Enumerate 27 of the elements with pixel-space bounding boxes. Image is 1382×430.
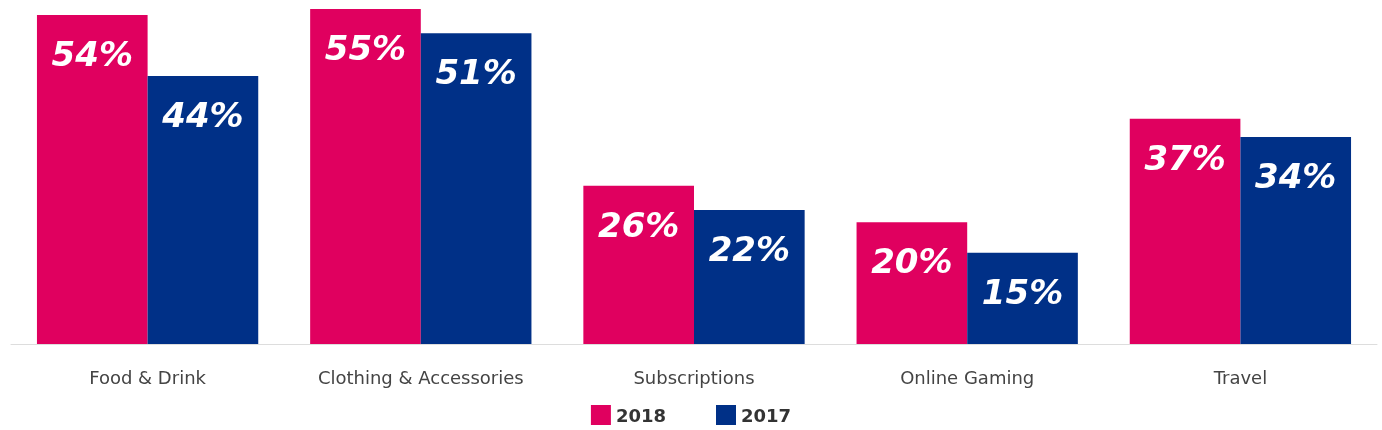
data-label: 26% bbox=[597, 204, 680, 245]
data-label: 54% bbox=[51, 34, 133, 75]
bar bbox=[147, 76, 259, 344]
x-tick-label: Food & Drink bbox=[89, 366, 207, 388]
bar bbox=[420, 33, 532, 344]
data-label: 15% bbox=[981, 271, 1064, 312]
data-label: 34% bbox=[1255, 155, 1337, 196]
data-label: 55% bbox=[324, 28, 407, 68]
x-tick-label: Subscriptions bbox=[633, 366, 755, 388]
bar bbox=[310, 9, 421, 344]
data-label: 22% bbox=[708, 229, 791, 269]
x-tick-label: Clothing & Accessories bbox=[317, 366, 524, 388]
data-label: 20% bbox=[871, 241, 953, 282]
data-label: 51% bbox=[435, 52, 517, 93]
legend-label: 2018 bbox=[615, 404, 667, 426]
data-label: 37% bbox=[1144, 137, 1226, 178]
x-tick-label: Online Gaming bbox=[900, 366, 1035, 388]
legend-label: 2017 bbox=[741, 404, 792, 426]
data-label: 44% bbox=[161, 95, 244, 135]
x-tick-label: Travel bbox=[1212, 366, 1268, 388]
bar bbox=[583, 185, 694, 344]
bar bbox=[1240, 136, 1352, 344]
bar bbox=[856, 222, 968, 344]
bar bbox=[1129, 118, 1241, 344]
bar bbox=[694, 210, 805, 344]
bar bbox=[967, 252, 1078, 344]
bar bbox=[36, 15, 148, 344]
